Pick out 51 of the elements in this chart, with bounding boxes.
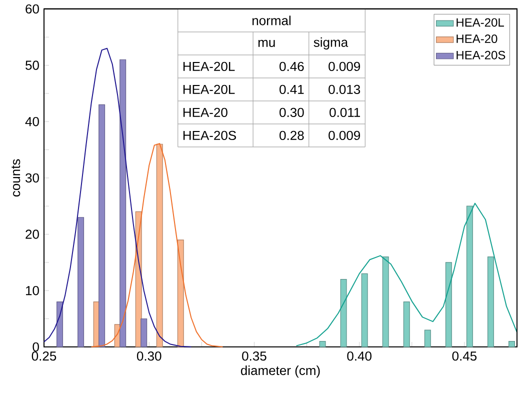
bar <box>487 256 494 348</box>
y-tick-label: 50 <box>26 60 39 70</box>
y-tick-label: 10 <box>26 286 39 296</box>
bar <box>508 341 515 348</box>
annotation: HEA-20L <box>183 62 235 72</box>
bar <box>340 279 347 348</box>
bar <box>403 302 410 348</box>
bar <box>78 217 84 348</box>
bar <box>56 302 64 348</box>
annotation: normal <box>252 16 291 26</box>
bar <box>382 256 389 348</box>
annotation: 0.46 <box>280 62 304 72</box>
annotation: sigma <box>314 37 348 50</box>
annotation: 0.009 <box>328 130 360 140</box>
legend-label: HEA-20 <box>456 34 498 44</box>
x-tick-label: 0.30 <box>136 351 162 361</box>
annotation: 0.011 <box>330 108 360 118</box>
line-series <box>296 202 518 346</box>
bar <box>177 240 184 348</box>
x-tick-label: 0.40 <box>347 351 372 361</box>
bar <box>120 59 126 348</box>
bar <box>466 206 473 348</box>
x-tick-label: 0.35 <box>242 351 266 361</box>
y-tick-label: 60 <box>26 4 39 14</box>
y-tick-label: 0 <box>32 342 39 352</box>
annotation: 0.013 <box>328 84 360 94</box>
bar <box>156 144 163 348</box>
bar <box>445 262 452 348</box>
x-tick-label: 0.25 <box>32 351 56 361</box>
line-series <box>90 143 224 348</box>
annotation: mu <box>258 40 275 48</box>
bar <box>424 330 431 348</box>
annotation: 0.41 <box>280 84 304 94</box>
annotation: HEA-20L <box>183 84 235 94</box>
bar <box>140 318 148 348</box>
y-axis-title: counts <box>12 159 20 197</box>
x-axis-title: diameter (cm) <box>240 366 320 378</box>
y-tick-label: 30 <box>26 173 39 183</box>
annotation: HEA-20 <box>183 108 228 118</box>
annotation: 0.009 <box>328 62 360 72</box>
annotation: 0.30 <box>280 108 304 118</box>
x-tick-label: 0.45 <box>452 351 477 361</box>
bar <box>98 104 106 348</box>
bar <box>319 341 326 348</box>
bar <box>361 273 368 348</box>
annotation: HEA-20S <box>183 130 236 140</box>
y-tick-label: 40 <box>25 117 39 126</box>
legend-label: HEA-20L <box>456 18 504 27</box>
annotation: 0.28 <box>280 130 304 140</box>
y-tick-label: 20 <box>26 230 39 239</box>
legend-label: HEA-20S <box>456 50 506 60</box>
